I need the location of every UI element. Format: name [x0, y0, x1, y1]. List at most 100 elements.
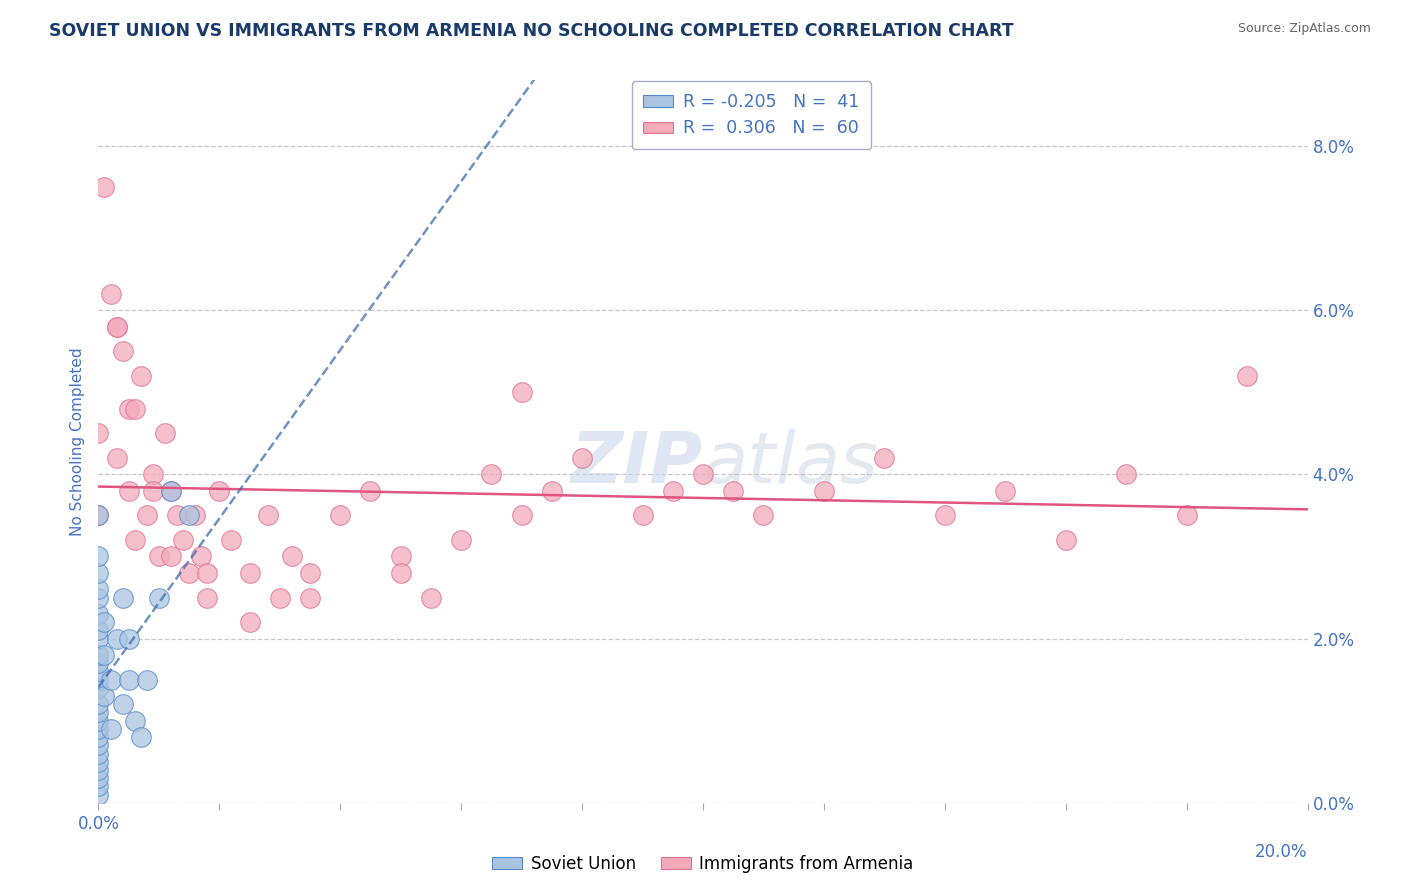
Point — [692, 467, 714, 482]
Point — [1236, 368, 1258, 383]
Point — [420, 591, 443, 605]
Point — [631, 508, 654, 523]
Point — [87, 698, 110, 712]
Point — [118, 401, 141, 416]
Point — [389, 549, 412, 564]
Y-axis label: No Schooling Completed: No Schooling Completed — [70, 347, 86, 536]
Point — [93, 615, 115, 630]
Point — [87, 714, 110, 728]
Point — [87, 632, 110, 646]
Legend: Soviet Union, Immigrants from Armenia: Soviet Union, Immigrants from Armenia — [486, 848, 920, 880]
Point — [994, 483, 1017, 498]
Point — [93, 689, 115, 703]
Point — [239, 615, 262, 630]
Point — [105, 319, 128, 334]
Point — [1115, 467, 1137, 482]
Point — [179, 508, 201, 523]
Point — [1175, 508, 1198, 523]
Point — [142, 483, 165, 498]
Point — [118, 483, 141, 498]
Point — [510, 385, 533, 400]
Point — [195, 591, 218, 605]
Point — [172, 533, 194, 547]
Point — [87, 788, 110, 802]
Point — [87, 706, 110, 720]
Point — [221, 533, 243, 547]
Point — [87, 648, 110, 662]
Text: ZIP: ZIP — [571, 429, 703, 498]
Point — [281, 549, 304, 564]
Point — [160, 483, 183, 498]
Point — [87, 508, 110, 523]
Point — [87, 747, 110, 761]
Point — [299, 566, 322, 580]
Point — [118, 673, 141, 687]
Point — [135, 508, 157, 523]
Point — [100, 673, 122, 687]
Point — [87, 763, 110, 777]
Point — [934, 508, 956, 523]
Point — [105, 632, 128, 646]
Point — [87, 657, 110, 671]
Text: Source: ZipAtlas.com: Source: ZipAtlas.com — [1237, 22, 1371, 36]
Point — [160, 549, 183, 564]
Point — [87, 591, 110, 605]
Point — [129, 368, 152, 383]
Point — [87, 582, 110, 597]
Point — [1054, 533, 1077, 547]
Point — [481, 467, 503, 482]
Point — [195, 566, 218, 580]
Point — [269, 591, 291, 605]
Point — [752, 508, 775, 523]
Point — [153, 426, 176, 441]
Point — [87, 730, 110, 744]
Point — [129, 730, 152, 744]
Point — [190, 549, 212, 564]
Point — [723, 483, 745, 498]
Point — [87, 508, 110, 523]
Point — [540, 483, 562, 498]
Point — [166, 508, 188, 523]
Point — [148, 549, 170, 564]
Point — [813, 483, 835, 498]
Point — [118, 632, 141, 646]
Point — [87, 426, 110, 441]
Point — [105, 450, 128, 465]
Legend: R = -0.205   N =  41, R =  0.306   N =  60: R = -0.205 N = 41, R = 0.306 N = 60 — [631, 81, 872, 149]
Point — [124, 401, 146, 416]
Point — [239, 566, 262, 580]
Point — [93, 180, 115, 194]
Point — [148, 591, 170, 605]
Point — [135, 673, 157, 687]
Point — [299, 591, 322, 605]
Point — [450, 533, 472, 547]
Point — [661, 483, 683, 498]
Point — [87, 624, 110, 638]
Point — [93, 648, 115, 662]
Point — [87, 665, 110, 679]
Point — [100, 722, 122, 736]
Point — [105, 319, 128, 334]
Point — [111, 344, 134, 359]
Point — [179, 566, 201, 580]
Point — [87, 755, 110, 769]
Point — [87, 739, 110, 753]
Point — [510, 508, 533, 523]
Point — [389, 566, 412, 580]
Text: SOVIET UNION VS IMMIGRANTS FROM ARMENIA NO SCHOOLING COMPLETED CORRELATION CHART: SOVIET UNION VS IMMIGRANTS FROM ARMENIA … — [49, 22, 1014, 40]
Point — [184, 508, 207, 523]
Point — [87, 771, 110, 785]
Point — [208, 483, 231, 498]
Text: atlas: atlas — [703, 429, 877, 498]
Point — [87, 607, 110, 621]
Point — [571, 450, 593, 465]
Point — [87, 566, 110, 580]
Point — [329, 508, 352, 523]
Point — [87, 673, 110, 687]
Point — [100, 286, 122, 301]
Point — [124, 714, 146, 728]
Point — [124, 533, 146, 547]
Point — [160, 483, 183, 498]
Point — [142, 467, 165, 482]
Point — [87, 780, 110, 794]
